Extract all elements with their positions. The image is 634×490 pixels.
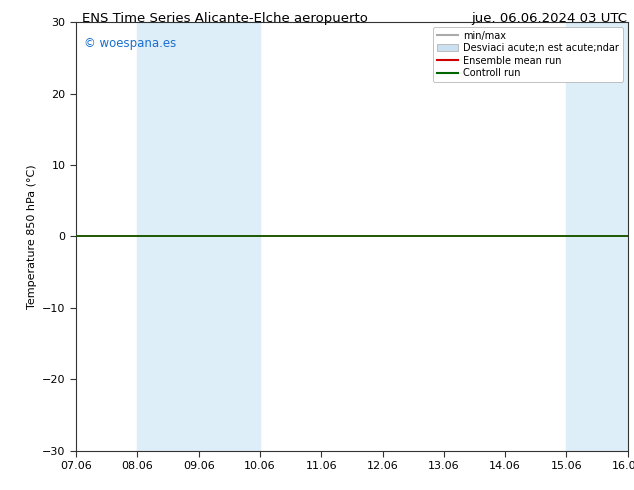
Bar [138,22,260,451]
Text: ENS Time Series Alicante-Elche aeropuerto: ENS Time Series Alicante-Elche aeropuert… [82,12,368,25]
Legend: min/max, Desviaci acute;n est acute;ndar, Ensemble mean run, Controll run: min/max, Desviaci acute;n est acute;ndar… [433,27,623,82]
Y-axis label: Temperature 850 hPa (°C): Temperature 850 hPa (°C) [27,164,37,309]
Text: jue. 06.06.2024 03 UTC: jue. 06.06.2024 03 UTC [472,12,628,25]
Bar [566,22,634,451]
Text: © woespana.es: © woespana.es [84,37,177,50]
